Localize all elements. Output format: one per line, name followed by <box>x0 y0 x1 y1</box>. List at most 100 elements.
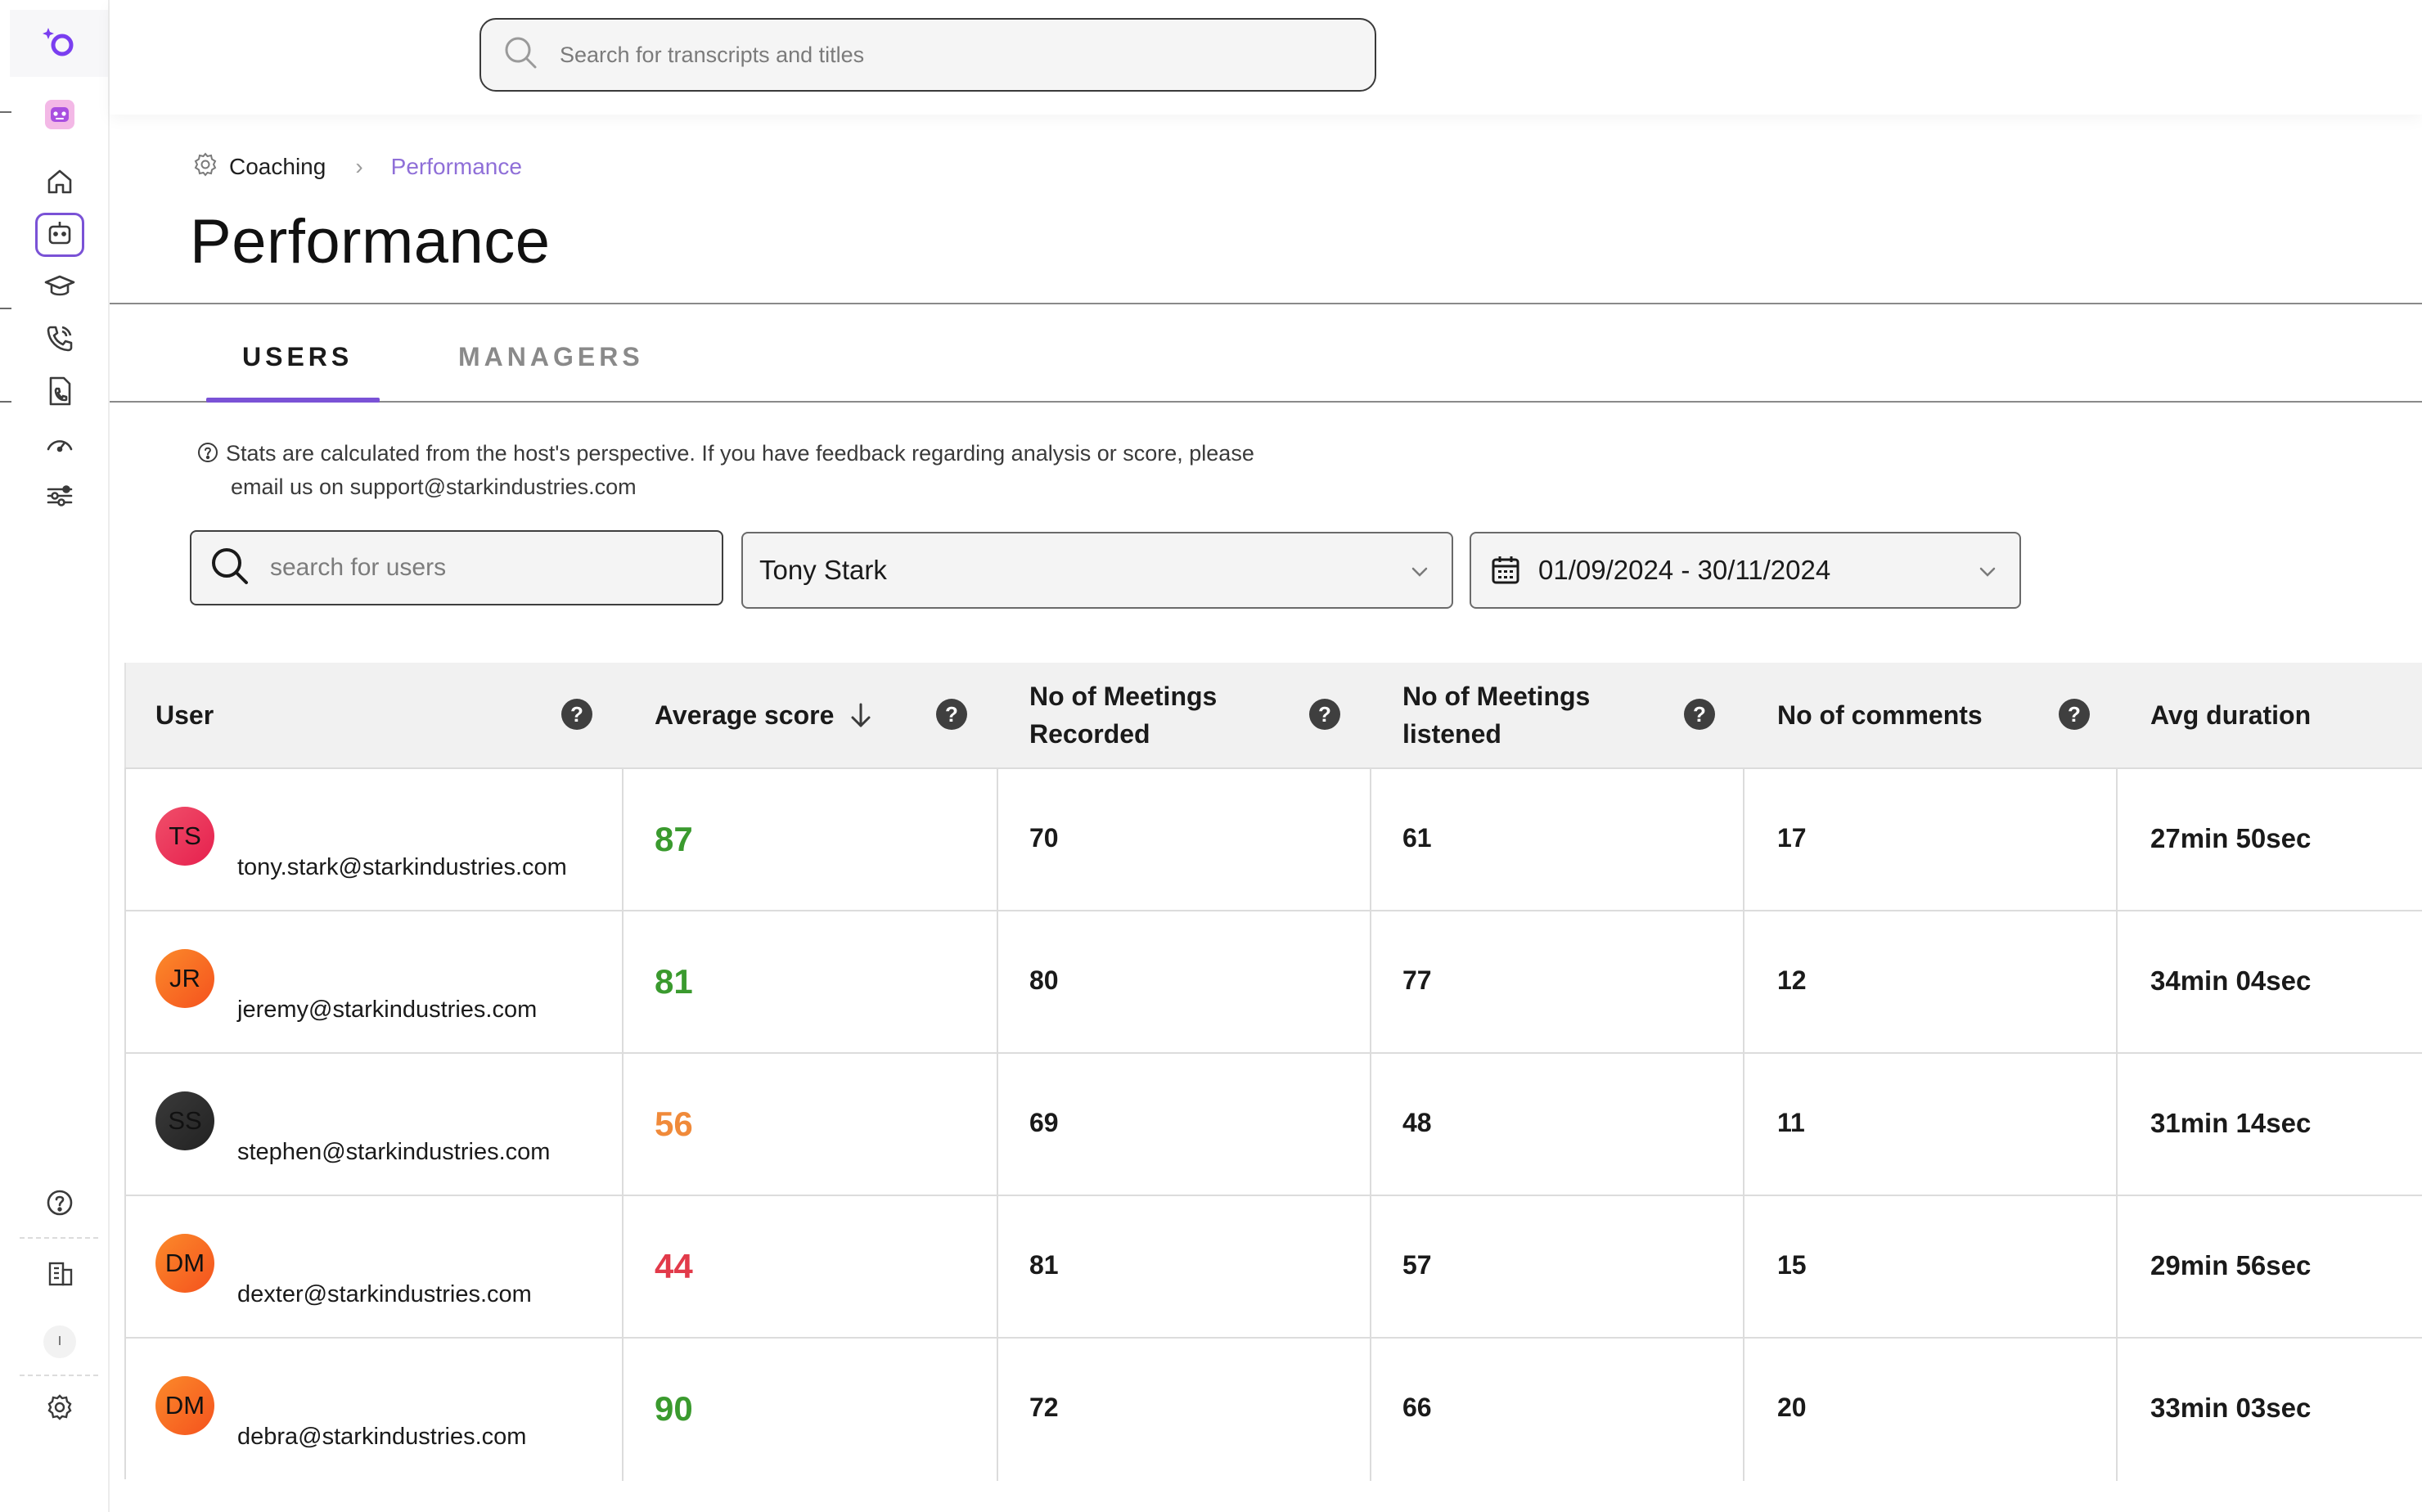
sidebar-item-organization[interactable] <box>34 1252 85 1298</box>
sidebar-item-profile[interactable]: I <box>34 1319 85 1365</box>
table-row[interactable]: TS tony.stark@starkindustries.com 87 70 61 17… <box>124 767 2422 911</box>
table-row[interactable]: JR jeremy@starkindustries.com 81 80 77 12 34mi… <box>124 910 2422 1054</box>
chevron-down-icon <box>1411 567 1428 577</box>
sidebar-item-calls[interactable] <box>34 317 85 363</box>
column-divider <box>997 911 998 1054</box>
global-search[interactable] <box>479 18 1376 92</box>
sidebar-edge-mark <box>0 308 11 309</box>
sidebar-item-settings[interactable] <box>34 1386 85 1432</box>
info-note-line-2: email us on support@starkindustries.com <box>231 475 637 499</box>
search-icon <box>501 33 542 78</box>
avg-duration: 29min 56sec <box>2150 1250 2312 1280</box>
avg-duration: 33min 03sec <box>2150 1393 2312 1423</box>
column-divider <box>622 1196 624 1339</box>
sidebar-edge-mark <box>0 111 11 113</box>
avatar: DM <box>155 1376 214 1435</box>
column-header-label: No of Meetings <box>1029 682 1218 711</box>
column-header-label: User <box>155 700 214 730</box>
phone-call-icon <box>43 322 76 359</box>
sidebar-item-learning[interactable] <box>34 265 85 311</box>
column-header-label: Average score <box>655 700 835 730</box>
user-select[interactable]: Tony Stark <box>741 532 1453 609</box>
table-header: User ? Average score ? No of Meetings Rec… <box>124 663 2422 767</box>
sidebar-item-help[interactable] <box>34 1181 85 1227</box>
tab-users[interactable]: USERS <box>242 342 353 371</box>
global-search-input[interactable] <box>560 42 1296 68</box>
sidebar-item-performance[interactable] <box>34 422 85 468</box>
sidebar-item-assistant[interactable] <box>34 93 85 139</box>
breadcrumb-parent[interactable]: Coaching <box>229 154 326 179</box>
user-email[interactable]: jeremy@starkindustries.com <box>237 997 538 1023</box>
avatar: SS <box>155 1091 214 1150</box>
user-email[interactable]: stephen@starkindustries.com <box>237 1139 551 1165</box>
column-divider <box>1370 1054 1371 1196</box>
speedometer-icon <box>43 427 76 464</box>
column-divider <box>622 769 624 911</box>
avatar: DM <box>155 1234 214 1293</box>
top-bar <box>110 0 2422 115</box>
meetings-recorded: 80 <box>1029 965 1059 995</box>
help-icon[interactable]: ? <box>1309 699 1340 730</box>
date-range-select[interactable]: 01/09/2024 - 30/11/2024 <box>1470 532 2021 609</box>
column-divider <box>1743 1339 1744 1481</box>
column-divider <box>1743 1054 1744 1196</box>
brand-logo[interactable] <box>10 10 108 77</box>
average-score: 90 <box>655 1389 693 1428</box>
comments-count: 12 <box>1777 965 1807 995</box>
column-divider <box>2116 1054 2118 1196</box>
help-icon[interactable]: ? <box>2059 699 2090 730</box>
help-icon[interactable]: ? <box>561 699 592 730</box>
user-email[interactable]: dexter@starkindustries.com <box>237 1281 532 1307</box>
column-divider <box>1743 1196 1744 1339</box>
meetings-listened: 61 <box>1402 823 1432 853</box>
help-icon[interactable]: ? <box>1684 699 1715 730</box>
meetings-recorded: 72 <box>1029 1393 1059 1422</box>
sidebar-item-call-logs[interactable] <box>34 370 85 416</box>
table-row[interactable]: DM dexter@starkindustries.com 44 81 57 15 29mi… <box>124 1195 2422 1339</box>
active-tab-indicator <box>206 398 380 403</box>
column-header-meetings-listened[interactable]: No of Meetings listened <box>1402 663 1590 767</box>
meetings-listened: 57 <box>1402 1250 1432 1280</box>
user-email[interactable]: tony.stark@starkindustries.com <box>237 854 567 880</box>
meetings-recorded: 81 <box>1029 1250 1059 1280</box>
search-icon <box>208 544 252 592</box>
table-row[interactable]: DM debra@starkindustries.com 90 72 66 20 33min… <box>124 1337 2422 1481</box>
column-header-average-score[interactable]: Average score <box>655 663 875 767</box>
column-divider <box>1370 1339 1371 1481</box>
table-row[interactable]: SS stephen@starkindustries.com 56 69 48 11 31m… <box>124 1052 2422 1196</box>
column-divider <box>2116 769 2118 911</box>
meetings-listened: 66 <box>1402 1393 1432 1422</box>
column-divider <box>622 1339 624 1481</box>
comments-count: 17 <box>1777 823 1807 853</box>
column-header-label: No of Meetings <box>1402 682 1591 711</box>
column-divider <box>1743 911 1744 1054</box>
calendar-icon <box>1492 556 1519 584</box>
column-header-comments[interactable]: No of comments <box>1777 663 1983 767</box>
graduation-cap-icon <box>43 270 76 307</box>
column-header-label: listened <box>1402 719 1501 749</box>
sidebar-divider <box>20 1237 98 1239</box>
chevron-down-icon <box>1979 567 1996 577</box>
bot-avatar-icon <box>43 98 76 135</box>
sidebar-item-coaching[interactable] <box>35 213 84 257</box>
meetings-listened: 77 <box>1402 965 1432 995</box>
sidebar-item-settings-sliders[interactable] <box>34 475 85 520</box>
column-header-meetings-recorded[interactable]: No of Meetings Recorded <box>1029 663 1217 767</box>
sort-descending-icon[interactable] <box>847 701 875 729</box>
comments-count: 15 <box>1777 1250 1807 1280</box>
tab-managers[interactable]: MANAGERS <box>458 342 644 371</box>
user-search[interactable] <box>190 530 723 605</box>
column-divider <box>622 911 624 1054</box>
column-divider <box>997 1196 998 1339</box>
user-search-input[interactable] <box>270 554 696 582</box>
column-header-user[interactable]: User <box>155 663 214 767</box>
column-divider <box>1370 911 1371 1054</box>
settings-gear-icon <box>43 1391 76 1428</box>
column-header-avg-duration[interactable]: Avg duration <box>2150 663 2311 767</box>
user-email[interactable]: debra@starkindustries.com <box>237 1424 527 1450</box>
column-header-label: Avg duration <box>2150 700 2312 730</box>
help-icon[interactable]: ? <box>936 699 967 730</box>
robot-icon <box>43 217 76 254</box>
sidebar-item-home[interactable] <box>34 160 85 206</box>
column-divider <box>997 1054 998 1196</box>
